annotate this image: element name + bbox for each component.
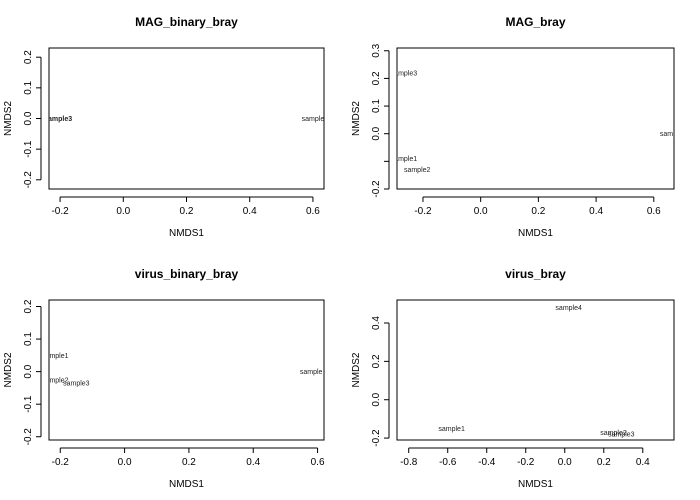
point-label: sample4 [555, 305, 582, 312]
point-label: sample3 [63, 381, 90, 388]
point-label: sample2 [600, 430, 627, 437]
y-tick-label: -0.2 [371, 180, 382, 198]
plot-panel-1: MAG_binary_bray -0.2 0.0 0.2 0.4 0.6 NMDS1 -0.2… [3, 15, 325, 239]
point-label: ample1 [46, 353, 69, 360]
y-tick-label: 0.1 [23, 332, 34, 346]
x-tick-label: 0.4 [589, 206, 603, 217]
x-tick-label: -0.2 [517, 457, 535, 468]
x-tick-label: 0.4 [243, 206, 257, 217]
y-tick-label: 0.2 [371, 354, 382, 368]
point-label: sample3 [608, 432, 635, 439]
x-tick-label: 0.4 [636, 457, 650, 468]
x-tick-label: -0.2 [52, 457, 70, 468]
x-axis-label: NMDS1 [169, 479, 204, 490]
plot-panel-3: virus_binary_bray -0.2 0.0 0.2 0.4 0.6 NMDS1 -0… [3, 267, 325, 490]
point-label: ample3 [48, 116, 72, 123]
x-axis-label: NMDS1 [518, 479, 553, 490]
point-labels: ample3 sample [48, 116, 325, 123]
x-tick-label: 0.0 [118, 457, 132, 468]
x-tick-label: 0.6 [311, 457, 325, 468]
y-tick-label: 0.0 [23, 364, 34, 378]
x-tick-label: 0.0 [474, 206, 488, 217]
y-tick-label: 0.0 [371, 392, 382, 406]
point-label: sample [302, 116, 325, 123]
y-axis-label: NMDS2 [351, 101, 362, 136]
x-tick-label: -0.8 [400, 457, 418, 468]
y-tick-label: 0.2 [371, 71, 382, 85]
x-tick-label: -0.2 [51, 206, 69, 217]
x-axis-label: NMDS1 [169, 228, 204, 239]
y-tick-label: 0.0 [371, 126, 382, 140]
x-tick-label: 0.6 [306, 206, 320, 217]
x-tick-label: 0.2 [531, 206, 545, 217]
x-tick-label: 0.0 [116, 206, 130, 217]
y-axis-label: NMDS2 [3, 352, 14, 387]
x-tick-label: -0.6 [439, 457, 457, 468]
plot-panel-4: virus_bray -0.8 -0.6 -0.4 -0.2 0.0 0.2 0.4 NMDS1… [351, 267, 675, 490]
y-axis-label: NMDS2 [351, 352, 362, 387]
y-tick-label: 0.0 [23, 111, 34, 125]
plot-frame [396, 47, 675, 190]
x-tick-label: 0.4 [246, 457, 260, 468]
y-tick-label: 0.2 [23, 50, 34, 64]
point-label: sample1 [438, 426, 465, 433]
x-tick-label: 0.2 [182, 457, 196, 468]
y-tick-label: 0.1 [23, 80, 34, 94]
x-tick-label: -0.2 [414, 206, 432, 217]
y-tick-label: -0.2 [23, 171, 34, 189]
y-tick-label: -0.2 [23, 428, 34, 446]
y-tick-label: 0.4 [371, 316, 382, 330]
x-tick-label: 0.6 [647, 206, 661, 217]
x-axis-label: NMDS1 [518, 228, 553, 239]
y-tick-label: 0.1 [371, 99, 382, 113]
y-tick-label: 0.3 [371, 43, 382, 57]
y-axis-label: NMDS2 [3, 101, 14, 136]
y-tick-label: -0.1 [23, 395, 34, 413]
plot-title: virus_binary_bray [135, 267, 239, 281]
point-label: sample [660, 131, 683, 138]
plot-panel-2: MAG_bray -0.2 0.0 0.2 0.4 0.6 NMDS1 -0.2 0.0 0.1 0… [351, 15, 683, 239]
y-tick-label: -0.1 [23, 140, 34, 158]
x-tick-label: 0.2 [180, 206, 194, 217]
plot-title: virus_bray [505, 267, 566, 281]
plot-title: MAG_bray [505, 15, 565, 29]
point-labels: ample3 ample1 sample2 sample [394, 70, 683, 174]
point-label: sample [300, 369, 323, 376]
plot-frame [48, 47, 325, 190]
point-label: ample2 [46, 377, 69, 384]
plot-frame [48, 299, 325, 441]
y-tick-label: -0.2 [371, 429, 382, 447]
x-tick-label: -0.4 [478, 457, 496, 468]
x-tick-label: 0.2 [597, 457, 611, 468]
point-label: ample1 [394, 156, 417, 163]
point-label: ample3 [394, 70, 417, 77]
plot-frame [396, 299, 675, 441]
point-label: sample2 [404, 167, 431, 174]
plot-title: MAG_binary_bray [135, 15, 238, 29]
x-tick-label: 0.0 [558, 457, 572, 468]
y-tick-label: 0.2 [23, 299, 34, 313]
